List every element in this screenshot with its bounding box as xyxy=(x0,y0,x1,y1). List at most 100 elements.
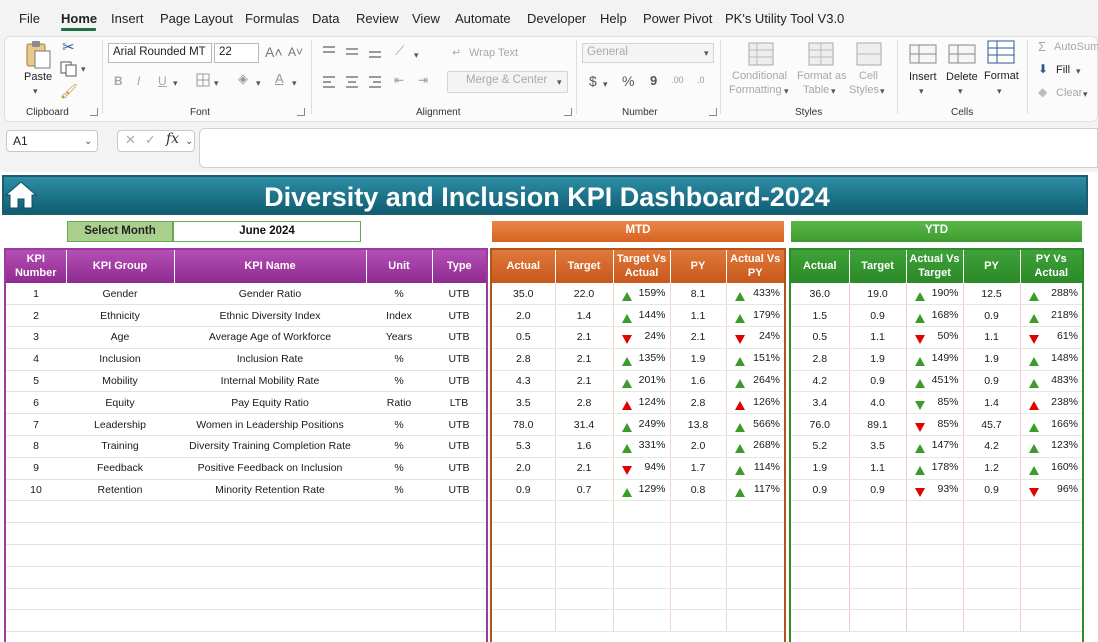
currency-dropdown-icon[interactable]: ▾ xyxy=(603,79,608,89)
empty-cell[interactable] xyxy=(6,588,66,611)
empty-cell[interactable] xyxy=(555,588,614,611)
kpi-name-cell[interactable]: Average Age of Workforce xyxy=(174,326,366,349)
increase-font-icon[interactable]: A˄ xyxy=(265,44,283,60)
ytd-actual-vs-target-cell[interactable]: 168% xyxy=(906,304,964,328)
empty-cell[interactable] xyxy=(906,588,964,611)
ytd-py-vs-actual-cell[interactable]: 123% xyxy=(1020,435,1082,458)
empty-cell[interactable] xyxy=(726,588,784,611)
fill-icon[interactable]: ⬇ xyxy=(1038,62,1049,76)
wrap-text-icon[interactable]: ↵ xyxy=(452,47,462,59)
mtd-target-cell[interactable]: 22.0 xyxy=(555,283,614,306)
empty-cell[interactable] xyxy=(432,609,486,633)
mtd-target-vs-actual-cell[interactable]: 249% xyxy=(613,413,671,437)
empty-cell[interactable] xyxy=(670,609,727,633)
kpi-unit-cell[interactable]: % xyxy=(366,479,432,502)
merge-center-button[interactable]: Merge & Center xyxy=(447,71,568,93)
kpi-group-cell[interactable]: Gender xyxy=(66,283,174,306)
ytd-actual-vs-target-cell[interactable]: 50% xyxy=(906,326,964,349)
bold-button[interactable]: B xyxy=(114,74,123,88)
mtd-actual-cell[interactable]: 2.0 xyxy=(492,457,556,480)
mtd-target-cell[interactable]: 2.1 xyxy=(555,348,614,371)
mtd-py-cell[interactable]: 0.8 xyxy=(670,479,727,502)
menu-help[interactable]: Help xyxy=(600,11,627,26)
mtd-actual-cell[interactable]: 5.3 xyxy=(492,435,556,458)
ytd-actual-cell[interactable]: 2.8 xyxy=(791,348,850,371)
ytd-target-cell[interactable]: 19.0 xyxy=(849,283,907,306)
delete-dropdown-icon[interactable]: ▾ xyxy=(958,86,963,96)
mtd-target-cell[interactable]: 2.1 xyxy=(555,457,614,480)
cell-styles-icon[interactable] xyxy=(856,42,882,66)
empty-cell[interactable] xyxy=(791,522,850,546)
insert-cells-icon[interactable] xyxy=(909,42,937,66)
empty-cell[interactable] xyxy=(963,522,1021,546)
empty-cell[interactable] xyxy=(906,522,964,546)
menu-file[interactable]: File xyxy=(19,11,40,26)
empty-cell[interactable] xyxy=(174,522,366,546)
underline-dropdown-icon[interactable]: ▾ xyxy=(173,78,178,88)
empty-cell[interactable] xyxy=(726,522,784,546)
increase-decimal-icon[interactable]: .00 xyxy=(671,75,684,85)
ytd-actual-cell[interactable]: 1.5 xyxy=(791,304,850,328)
fill-button[interactable]: Fill xyxy=(1056,64,1071,76)
kpi-type-cell[interactable]: UTB xyxy=(432,479,486,502)
decrease-indent-icon[interactable]: ⇤ xyxy=(394,73,405,87)
conditional-formatting-dropdown-icon[interactable]: ▾ xyxy=(784,86,789,96)
empty-cell[interactable] xyxy=(6,544,66,567)
ytd-actual-cell[interactable]: 36.0 xyxy=(791,283,850,306)
empty-cell[interactable] xyxy=(849,566,907,589)
ytd-py-vs-actual-cell[interactable]: 483% xyxy=(1020,370,1082,393)
kpi-unit-cell[interactable]: Ratio xyxy=(366,391,432,415)
mtd-target-cell[interactable]: 2.1 xyxy=(555,370,614,393)
mtd-target-vs-actual-cell[interactable]: 24% xyxy=(613,326,671,349)
ytd-actual-cell[interactable]: 76.0 xyxy=(791,413,850,437)
empty-cell[interactable] xyxy=(791,566,850,589)
formula-expand-icon[interactable]: ⌄ xyxy=(185,136,194,147)
mtd-actual-vs-py-cell[interactable]: 433% xyxy=(726,283,784,306)
decrease-font-icon[interactable]: A˅ xyxy=(288,45,304,59)
empty-cell[interactable] xyxy=(432,588,486,611)
ytd-py-vs-actual-cell[interactable]: 148% xyxy=(1020,348,1082,371)
mtd-actual-cell[interactable]: 78.0 xyxy=(492,413,556,437)
empty-cell[interactable] xyxy=(791,609,850,633)
mtd-target-vs-actual-cell[interactable]: 124% xyxy=(613,391,671,415)
kpi-number-cell[interactable]: 2 xyxy=(6,304,66,328)
clear-button[interactable]: Clear xyxy=(1056,87,1083,99)
conditional-formatting-icon[interactable] xyxy=(748,42,774,66)
kpi-number-cell[interactable]: 1 xyxy=(6,283,66,306)
mtd-actual-cell[interactable]: 4.3 xyxy=(492,370,556,393)
mtd-actual-vs-py-cell[interactable]: 24% xyxy=(726,326,784,349)
mtd-actual-cell[interactable]: 35.0 xyxy=(492,283,556,306)
ytd-actual-vs-target-cell[interactable]: 149% xyxy=(906,348,964,371)
empty-cell[interactable] xyxy=(174,588,366,611)
ytd-target-cell[interactable]: 0.9 xyxy=(849,370,907,393)
kpi-type-cell[interactable]: UTB xyxy=(432,457,486,480)
mtd-actual-vs-py-cell[interactable]: 117% xyxy=(726,479,784,502)
kpi-type-cell[interactable]: UTB xyxy=(432,326,486,349)
empty-cell[interactable] xyxy=(555,566,614,589)
empty-cell[interactable] xyxy=(849,500,907,524)
empty-cell[interactable] xyxy=(726,544,784,567)
mtd-target-vs-actual-cell[interactable]: 201% xyxy=(613,370,671,393)
ytd-actual-vs-target-cell[interactable]: 178% xyxy=(906,457,964,480)
cell-styles-dropdown-icon[interactable]: ▾ xyxy=(880,86,885,96)
mtd-target-cell[interactable]: 1.4 xyxy=(555,304,614,328)
ytd-target-cell[interactable]: 89.1 xyxy=(849,413,907,437)
format-cells-icon[interactable] xyxy=(987,38,1015,66)
menu-developer[interactable]: Developer xyxy=(527,11,587,26)
mtd-py-cell[interactable]: 2.1 xyxy=(670,326,727,349)
cell-styles-label[interactable]: Cell xyxy=(859,70,878,82)
menu-view[interactable]: View xyxy=(412,11,440,26)
empty-cell[interactable] xyxy=(791,500,850,524)
ytd-py-cell[interactable]: 4.2 xyxy=(963,435,1021,458)
empty-cell[interactable] xyxy=(492,522,556,546)
kpi-name-cell[interactable]: Internal Mobility Rate xyxy=(174,370,366,393)
empty-cell[interactable] xyxy=(555,500,614,524)
mtd-py-cell[interactable]: 1.9 xyxy=(670,348,727,371)
clear-icon[interactable]: ◆ xyxy=(1038,85,1048,99)
ytd-py-vs-actual-cell[interactable]: 96% xyxy=(1020,479,1082,502)
empty-cell[interactable] xyxy=(366,544,432,567)
empty-cell[interactable] xyxy=(66,609,174,633)
kpi-unit-cell[interactable]: Years xyxy=(366,326,432,349)
empty-cell[interactable] xyxy=(6,566,66,589)
empty-cell[interactable] xyxy=(492,500,556,524)
